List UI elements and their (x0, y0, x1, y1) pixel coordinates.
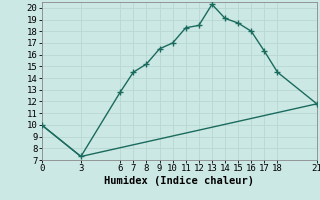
X-axis label: Humidex (Indice chaleur): Humidex (Indice chaleur) (104, 176, 254, 186)
